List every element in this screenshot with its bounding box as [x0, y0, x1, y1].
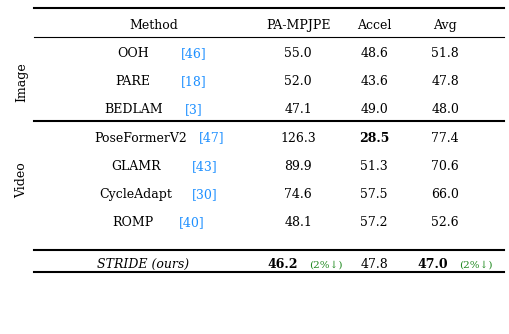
Text: 28.5: 28.5: [358, 132, 388, 145]
Text: [46]: [46]: [181, 47, 207, 60]
Text: 57.2: 57.2: [360, 216, 387, 229]
Text: 47.8: 47.8: [431, 75, 458, 88]
Text: 55.0: 55.0: [284, 47, 312, 60]
Text: 47.8: 47.8: [360, 258, 387, 271]
Text: Video: Video: [15, 162, 28, 198]
Text: Image: Image: [15, 62, 28, 102]
Text: PoseFormerV2: PoseFormerV2: [94, 132, 187, 145]
Text: [43]: [43]: [191, 160, 217, 173]
Text: Avg: Avg: [433, 19, 456, 32]
Text: [3]: [3]: [185, 103, 203, 116]
Text: 52.0: 52.0: [284, 75, 312, 88]
Text: GLAMR: GLAMR: [111, 160, 160, 173]
Text: OOH: OOH: [117, 47, 149, 60]
Text: ROMP: ROMP: [112, 216, 154, 229]
Text: [18]: [18]: [181, 75, 207, 88]
Text: 49.0: 49.0: [360, 103, 387, 116]
Text: 74.6: 74.6: [284, 188, 312, 201]
Text: 57.5: 57.5: [360, 188, 387, 201]
Text: (2%↓): (2%↓): [458, 260, 491, 269]
Text: [40]: [40]: [178, 216, 204, 229]
Text: 51.3: 51.3: [360, 160, 387, 173]
Text: PARE: PARE: [116, 75, 151, 88]
Text: 47.1: 47.1: [284, 103, 312, 116]
Text: Accel: Accel: [356, 19, 390, 32]
Text: 51.8: 51.8: [431, 47, 458, 60]
Text: PA-MPJPE: PA-MPJPE: [265, 19, 330, 32]
Text: 47.0: 47.0: [416, 258, 447, 271]
Text: 66.0: 66.0: [431, 188, 458, 201]
Text: [30]: [30]: [191, 188, 217, 201]
Text: STRIDE (ours): STRIDE (ours): [97, 258, 189, 271]
Text: 48.6: 48.6: [359, 47, 387, 60]
Text: [47]: [47]: [199, 132, 224, 145]
Text: (2%↓): (2%↓): [308, 260, 342, 269]
Text: 126.3: 126.3: [279, 132, 316, 145]
Text: 48.0: 48.0: [431, 103, 458, 116]
Text: 70.6: 70.6: [431, 160, 458, 173]
Text: CycleAdapt: CycleAdapt: [99, 188, 172, 201]
Text: 48.1: 48.1: [284, 216, 312, 229]
Text: 46.2: 46.2: [267, 258, 298, 271]
Text: 52.6: 52.6: [431, 216, 458, 229]
Text: 43.6: 43.6: [359, 75, 387, 88]
Text: BEDLAM: BEDLAM: [104, 103, 162, 116]
Text: Method: Method: [129, 19, 178, 32]
Text: 89.9: 89.9: [284, 160, 312, 173]
Text: 77.4: 77.4: [431, 132, 458, 145]
